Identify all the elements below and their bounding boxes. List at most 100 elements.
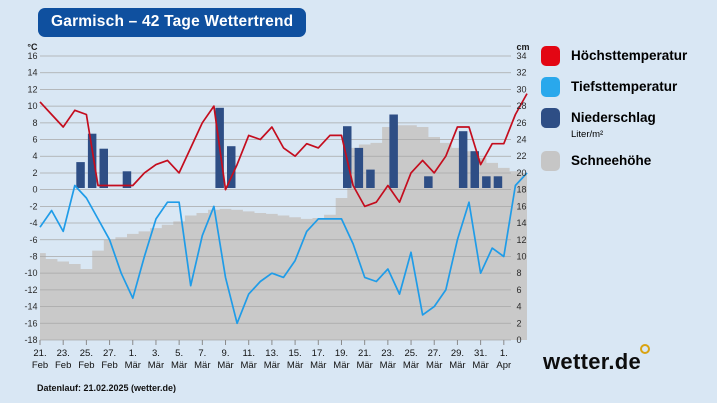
- svg-text:Mär: Mär: [194, 360, 210, 371]
- svg-text:0: 0: [32, 185, 37, 195]
- svg-text:12: 12: [27, 84, 37, 94]
- svg-text:34: 34: [517, 51, 527, 61]
- chart-legend: Höchsttemperatur Tiefsttemperatur Nieder…: [541, 46, 717, 182]
- svg-text:-12: -12: [24, 285, 37, 295]
- svg-text:12: 12: [517, 235, 527, 245]
- svg-text:16: 16: [517, 201, 527, 211]
- svg-text:8: 8: [517, 268, 522, 278]
- svg-text:28: 28: [517, 101, 527, 111]
- min-temp-swatch-icon: [541, 77, 560, 97]
- logo-text: wetter.de: [543, 349, 642, 374]
- legend-label: Tiefsttemperatur: [571, 79, 678, 94]
- svg-text:15.: 15.: [288, 348, 301, 359]
- svg-text:Mär: Mär: [171, 360, 187, 371]
- svg-text:4: 4: [517, 302, 522, 312]
- svg-text:20: 20: [517, 168, 527, 178]
- legend-label: Höchsttemperatur: [571, 48, 688, 63]
- svg-text:-6: -6: [29, 235, 37, 245]
- svg-text:6: 6: [32, 135, 37, 145]
- svg-text:29.: 29.: [451, 348, 464, 359]
- svg-text:5.: 5.: [175, 348, 183, 359]
- svg-text:13.: 13.: [265, 348, 278, 359]
- svg-text:0: 0: [517, 335, 522, 345]
- svg-text:2: 2: [32, 168, 37, 178]
- svg-text:4: 4: [32, 151, 37, 161]
- svg-text:-14: -14: [24, 302, 37, 312]
- legend-item-tiefsttemperatur: Tiefsttemperatur: [541, 77, 717, 97]
- svg-text:Mär: Mär: [241, 360, 257, 371]
- svg-text:Apr: Apr: [496, 360, 511, 371]
- svg-text:cm: cm: [517, 42, 530, 52]
- svg-text:Mär: Mär: [380, 360, 396, 371]
- legend-item-hoechsttemperatur: Höchsttemperatur: [541, 46, 717, 66]
- max-temp-swatch-icon: [541, 46, 560, 66]
- svg-text:Feb: Feb: [78, 360, 94, 371]
- data-run-note: Datenlauf: 21.02.2025 (wetter.de): [37, 383, 177, 393]
- svg-text:-16: -16: [24, 318, 37, 328]
- svg-text:Mär: Mär: [403, 360, 419, 371]
- svg-text:-4: -4: [29, 218, 37, 228]
- svg-text:16: 16: [27, 51, 37, 61]
- svg-text:Mär: Mär: [287, 360, 303, 371]
- svg-text:Mär: Mär: [472, 360, 488, 371]
- svg-text:24: 24: [517, 135, 527, 145]
- svg-text:17.: 17.: [312, 348, 325, 359]
- svg-text:-2: -2: [29, 201, 37, 211]
- svg-text:10: 10: [27, 101, 37, 111]
- legend-sublabel: Liter/m²: [571, 129, 604, 140]
- svg-text:Mär: Mär: [264, 360, 280, 371]
- snow-swatch-icon: [541, 151, 560, 171]
- svg-text:1.: 1.: [129, 348, 137, 359]
- legend-item-schneehoehe: Schneehöhe: [541, 151, 717, 171]
- svg-text:Feb: Feb: [101, 360, 117, 371]
- legend-label: Schneehöhe: [571, 153, 652, 168]
- svg-text:25.: 25.: [80, 348, 93, 359]
- svg-text:22: 22: [517, 151, 527, 161]
- svg-text:2: 2: [517, 318, 522, 328]
- chart-title: Garmisch – 42 Tage Wettertrend: [38, 8, 307, 37]
- svg-text:27.: 27.: [428, 348, 441, 359]
- svg-text:21.: 21.: [33, 348, 46, 359]
- svg-text:6: 6: [517, 285, 522, 295]
- svg-text:-10: -10: [24, 268, 37, 278]
- svg-text:-8: -8: [29, 251, 37, 261]
- svg-text:Mär: Mär: [356, 360, 372, 371]
- svg-text:Feb: Feb: [32, 360, 48, 371]
- svg-text:11.: 11.: [242, 348, 255, 359]
- svg-text:Mär: Mär: [310, 360, 326, 371]
- weather-chart: -18-16-14-12-10-8-6-4-202468101214160246…: [24, 42, 530, 371]
- svg-text:8: 8: [32, 118, 37, 128]
- svg-text:32: 32: [517, 68, 527, 78]
- svg-text:Mär: Mär: [125, 360, 141, 371]
- svg-text:°C: °C: [27, 42, 38, 52]
- svg-text:30: 30: [517, 84, 527, 94]
- svg-text:Mär: Mär: [449, 360, 465, 371]
- legend-item-niederschlag: Niederschlag Liter/m²: [541, 108, 717, 140]
- svg-text:27.: 27.: [103, 348, 116, 359]
- svg-text:Mär: Mär: [426, 360, 442, 371]
- svg-text:23.: 23.: [381, 348, 394, 359]
- svg-text:1.: 1.: [500, 348, 508, 359]
- svg-text:14: 14: [27, 68, 37, 78]
- logo-ring-icon: [640, 344, 651, 354]
- svg-text:Mär: Mär: [148, 360, 164, 371]
- svg-text:Mär: Mär: [333, 360, 349, 371]
- svg-text:9.: 9.: [222, 348, 230, 359]
- svg-text:-18: -18: [24, 335, 37, 345]
- svg-text:3.: 3.: [152, 348, 160, 359]
- svg-text:25.: 25.: [404, 348, 417, 359]
- svg-text:21.: 21.: [358, 348, 371, 359]
- legend-label: Niederschlag: [571, 110, 656, 125]
- svg-text:31.: 31.: [474, 348, 487, 359]
- svg-text:26: 26: [517, 118, 527, 128]
- svg-text:23.: 23.: [57, 348, 70, 359]
- svg-text:14: 14: [517, 218, 527, 228]
- wetter-de-logo: wetter.de: [543, 344, 651, 375]
- svg-text:Mär: Mär: [217, 360, 233, 371]
- svg-text:10: 10: [517, 251, 527, 261]
- svg-text:7.: 7.: [198, 348, 206, 359]
- svg-text:Feb: Feb: [55, 360, 71, 371]
- precipitation-swatch-icon: [541, 108, 560, 128]
- svg-text:19.: 19.: [335, 348, 348, 359]
- svg-text:18: 18: [517, 185, 527, 195]
